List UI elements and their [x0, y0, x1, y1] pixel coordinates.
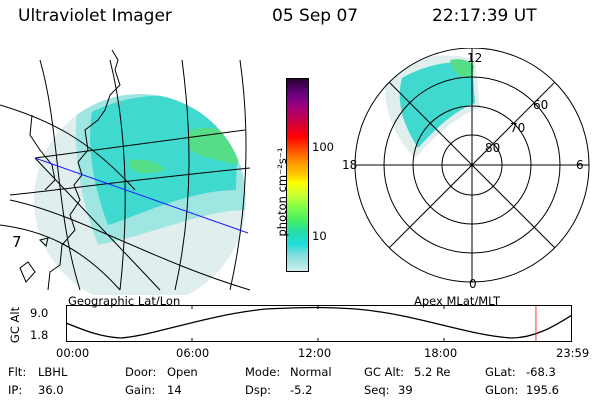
left-auroral-emission — [34, 94, 246, 295]
geographic-label: Geographic Lat/Lon — [68, 294, 181, 308]
geo-grid — [0, 59, 251, 291]
apex-label: Apex MLat/MLT — [414, 294, 501, 308]
xtick-2359: 23:59 — [556, 346, 590, 360]
date-label: 05 Sep 07 — [272, 6, 359, 26]
instrument-title: Ultraviolet Imager — [18, 6, 172, 26]
ip-label: IP: — [8, 383, 23, 397]
mlt-0-label: 0 — [469, 277, 477, 291]
mlat-70-label: 70 — [510, 121, 525, 135]
colorbar-tick-100: 100 — [312, 140, 334, 154]
timeline-ticks — [191, 305, 445, 342]
ytick-9: 9.0 — [30, 306, 49, 320]
xtick-06: 06:00 — [176, 346, 210, 360]
glon-value: 195.6 — [526, 383, 559, 397]
seq-label: Seq: — [364, 383, 390, 397]
mode-value: Normal — [290, 365, 332, 379]
flt-label: Flt: — [8, 365, 27, 379]
seq-value: 39 — [398, 383, 413, 397]
colorbar-unit-label: photon cm⁻²s⁻¹ — [275, 147, 289, 237]
gcalt-label: GC Alt: — [364, 365, 405, 379]
glat-value: -68.3 — [526, 365, 556, 379]
mlt-6-label: 6 — [576, 158, 584, 172]
time-label: 22:17:39 UT — [432, 6, 537, 26]
colorbar — [286, 78, 309, 272]
mlat-80-label: 80 — [485, 141, 500, 155]
xtick-18: 18:00 — [424, 346, 458, 360]
mlt-18-label: 18 — [342, 158, 357, 172]
ytick-1-8: 1.8 — [30, 328, 49, 342]
xtick-12: 12:00 — [298, 346, 332, 360]
colorbar-tick-10: 10 — [312, 229, 327, 243]
glon-label: GLon: — [485, 383, 519, 397]
dsp-label: Dsp: — [245, 383, 272, 397]
mode-label: Mode: — [245, 365, 281, 379]
door-value: Open — [167, 365, 198, 379]
timeline-ylabel: GC Alt — [8, 306, 22, 344]
polar-auroral-emission — [385, 55, 480, 158]
scan-line — [34, 157, 249, 234]
mlt-12-label: 12 — [467, 51, 482, 65]
flt-value: LBHL — [38, 365, 68, 379]
ip-value: 36.0 — [38, 383, 64, 397]
xtick-00: 00:00 — [56, 346, 90, 360]
gcalt-value: 5.2 Re — [414, 365, 451, 379]
polar-plot: 12 18 6 0 60 70 80 — [342, 48, 590, 291]
altitude-timeline — [66, 305, 573, 342]
coastline — [19, 49, 121, 291]
door-label: Door: — [125, 365, 157, 379]
left-edge-digit: 7 — [12, 233, 22, 251]
geographic-map: 7 — [0, 49, 251, 295]
dsp-value: -5.2 — [290, 383, 313, 397]
altitude-curve — [66, 306, 573, 339]
glat-label: GLat: — [485, 365, 516, 379]
gain-value: 14 — [167, 383, 182, 397]
mlat-60-label: 60 — [533, 98, 548, 112]
polar-grid — [354, 48, 590, 283]
gain-label: Gain: — [125, 383, 156, 397]
